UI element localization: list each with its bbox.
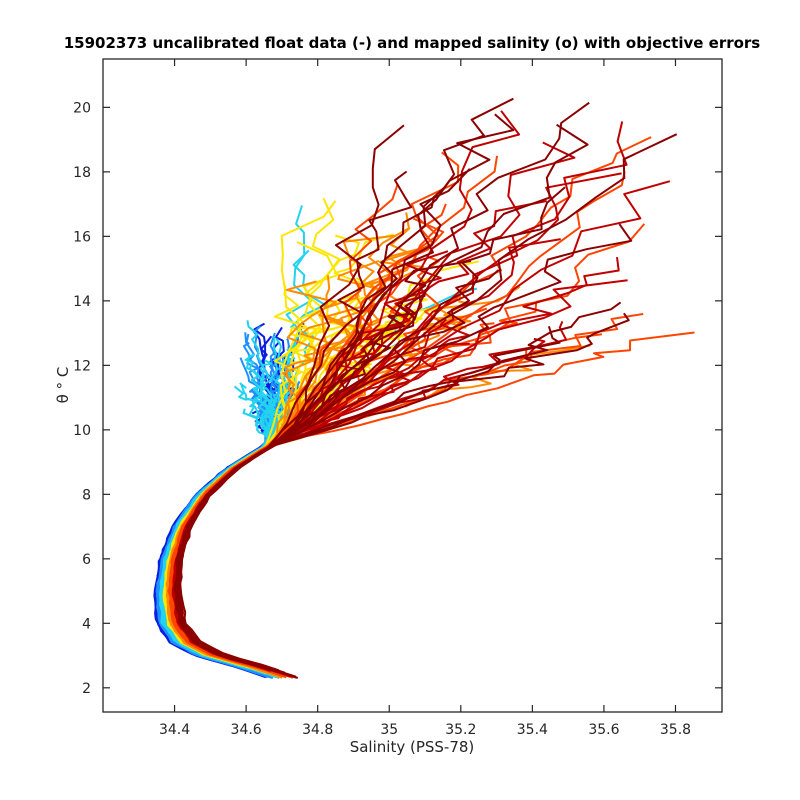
x-tick-label: 35.2 — [445, 722, 476, 738]
profile-line — [173, 279, 628, 667]
profile-line — [177, 260, 472, 668]
profile-line — [171, 331, 695, 676]
y-tick-label: 2 — [82, 681, 91, 697]
y-tick-label: 12 — [73, 358, 91, 374]
profile-line — [174, 97, 514, 673]
y-axis-label: θ ° C — [54, 367, 72, 404]
x-axis: 34.4 34.6 34.8 35 35.2 35.4 35.6 35.8 — [159, 59, 691, 738]
axes-box — [102, 58, 723, 713]
y-tick-label: 18 — [73, 165, 91, 181]
y-tick-label: 8 — [82, 487, 91, 503]
x-tick-label: 35.6 — [588, 722, 619, 738]
x-tick-label: 34.6 — [231, 722, 262, 738]
profile-line — [174, 286, 431, 670]
profile-line — [179, 113, 515, 672]
profile-line — [167, 346, 417, 678]
y-axis: 2 4 6 8 10 12 14 16 18 20 — [73, 100, 722, 697]
y-tick-label: 14 — [73, 294, 91, 310]
y-tick-label: 16 — [73, 229, 91, 245]
x-tick-label: 35.4 — [517, 722, 548, 738]
x-tick-label: 34.4 — [159, 722, 190, 738]
x-tick-label: 35.8 — [660, 722, 691, 738]
profile-line — [174, 200, 547, 679]
chart-title: 15902373 uncalibrated float data (-) and… — [64, 34, 761, 52]
profile-line — [164, 200, 337, 675]
y-tick-label: 6 — [82, 552, 91, 568]
profile-curves — [153, 97, 695, 680]
profile-line — [173, 333, 603, 669]
x-tick-label: 34.8 — [302, 722, 333, 738]
profile-line — [169, 171, 626, 670]
y-tick-label: 20 — [73, 100, 91, 116]
profile-line — [171, 248, 425, 677]
profile-line — [171, 217, 445, 675]
x-tick-label: 35 — [380, 722, 398, 738]
x-axis-label: Salinity (PSS-78) — [350, 738, 475, 756]
profile-line — [172, 180, 671, 671]
y-tick-label: 4 — [82, 616, 91, 632]
y-tick-label: 10 — [73, 423, 91, 439]
profile-line — [176, 223, 633, 668]
